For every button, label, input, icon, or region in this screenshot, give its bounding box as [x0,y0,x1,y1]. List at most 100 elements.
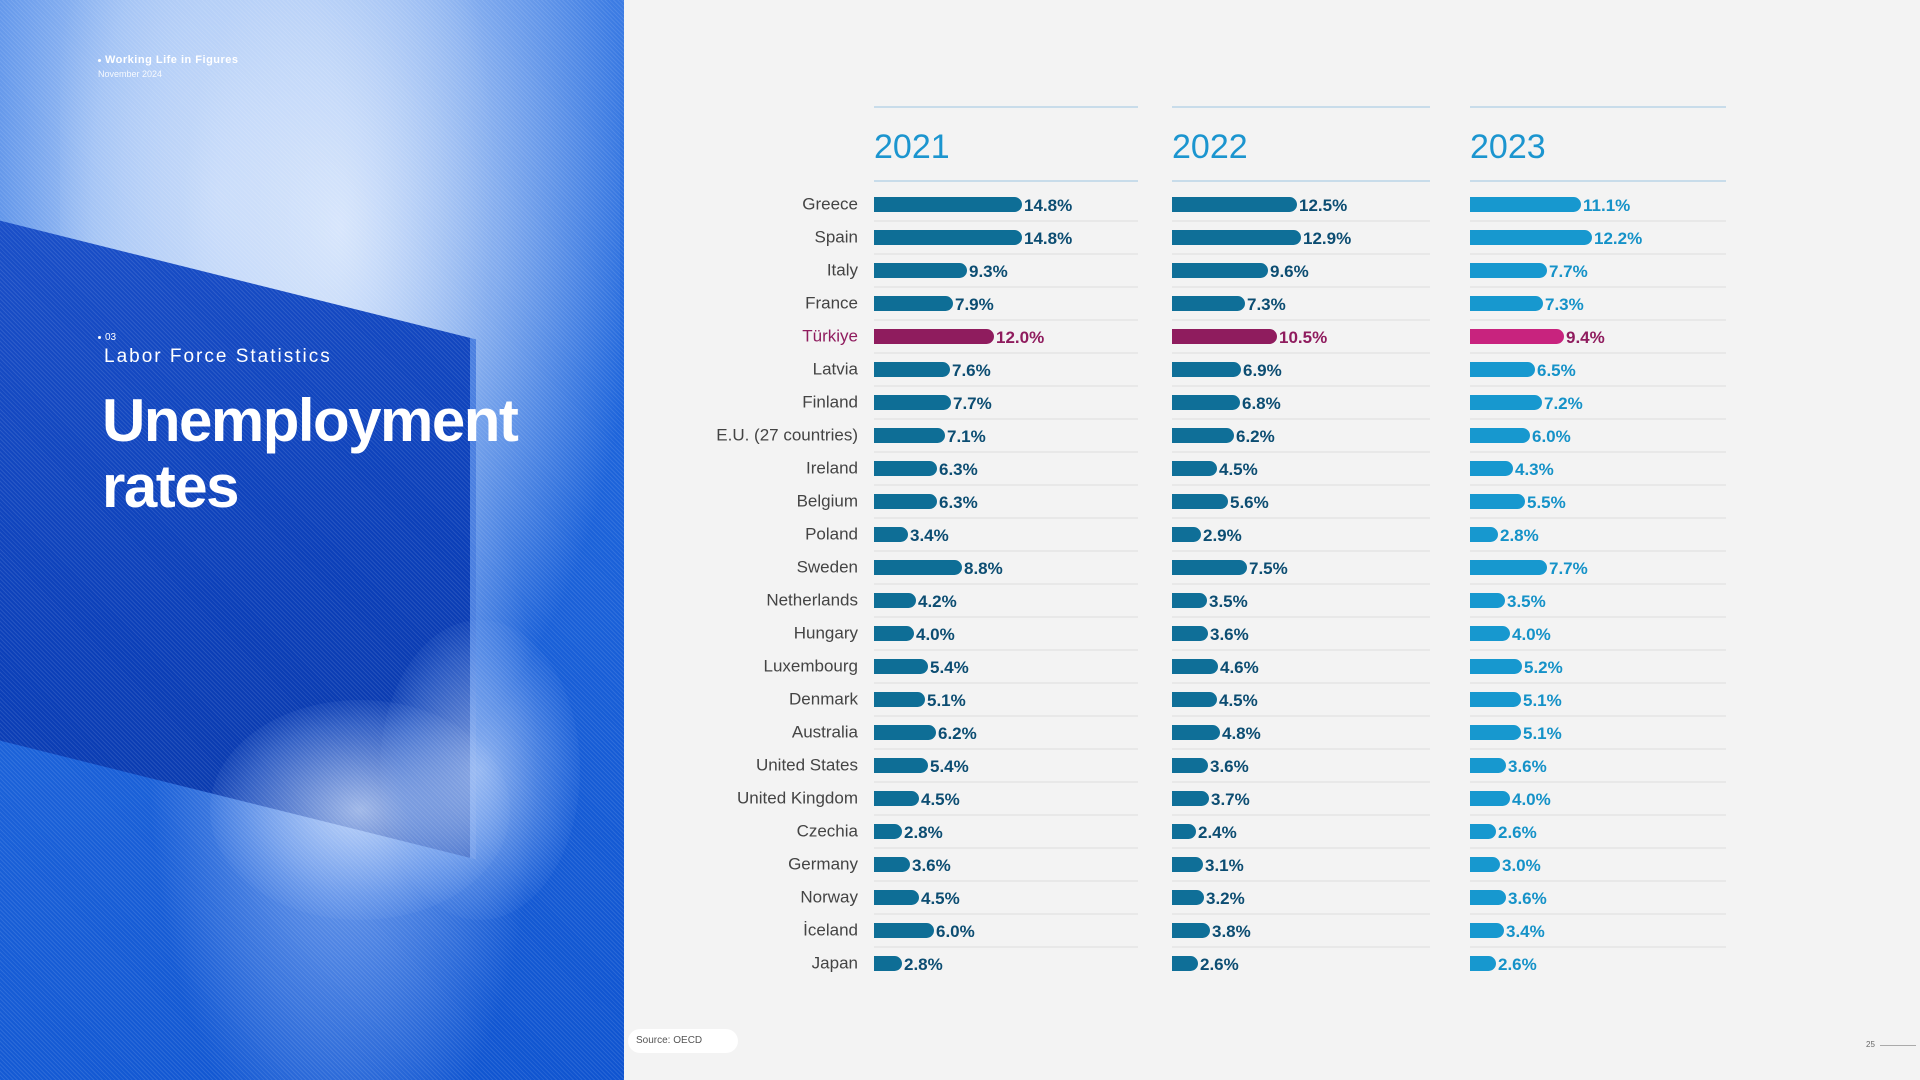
bar-2023 [1470,230,1593,245]
data-label-2023: 3.4% [1506,922,1545,941]
data-label-2023: 4.0% [1512,790,1551,809]
bar-2021 [874,824,902,839]
country-label: France [805,294,858,313]
data-label-2022: 3.7% [1211,790,1250,809]
bar-2021 [874,593,916,608]
data-label-2022: 4.6% [1220,658,1259,677]
data-label-2023: 7.3% [1545,295,1584,314]
bar-2021 [874,461,937,476]
country-label: United Kingdom [737,789,858,808]
bar-2021 [874,923,934,938]
bar-2023 [1470,659,1522,674]
country-label: Sweden [797,558,858,577]
data-label-2021: 12.0% [996,328,1044,347]
bar-2022 [1172,197,1297,212]
bar-2022 [1172,230,1301,245]
source-note: Source: OECD [628,1029,738,1053]
data-label-2021: 4.0% [916,625,955,644]
report-date: November 2024 [98,69,163,79]
bar-2022 [1172,659,1218,674]
bar-2023 [1470,626,1510,641]
bar-2023 [1470,527,1498,542]
country-label: Norway [800,888,858,907]
bar-2022 [1172,857,1203,872]
bar-2022 [1172,395,1240,410]
data-label-2021: 4.2% [918,592,957,611]
bar-2021 [874,692,925,707]
bar-2021 [874,296,953,311]
country-label: Italy [827,261,859,280]
bar-2022 [1172,362,1241,377]
bar-2021 [874,956,902,971]
bar-2021 [874,197,1022,212]
data-label-2023: 4.0% [1512,625,1551,644]
data-label-2021: 5.4% [930,757,969,776]
year-heading-2022: 2022 [1172,128,1248,166]
data-label-2022: 3.8% [1212,922,1251,941]
page-number: 25 [1866,1040,1875,1049]
bar-2022 [1172,593,1207,608]
data-label-2023: 2.6% [1498,823,1537,842]
data-label-2021: 6.3% [939,460,978,479]
country-label: E.U. (27 countries) [716,426,858,445]
data-label-2023: 2.6% [1498,955,1537,974]
bar-2021 [874,395,951,410]
data-label-2022: 4.5% [1219,691,1258,710]
bar-2022 [1172,791,1209,806]
country-label: Ireland [806,459,858,478]
bar-2023 [1470,824,1496,839]
year-heading-2023: 2023 [1470,128,1546,166]
bar-2022 [1172,461,1217,476]
year-heading-2021: 2021 [874,128,950,166]
bar-2021 [874,362,950,377]
data-label-2023: 11.1% [1583,196,1630,215]
cover-photo-panel [0,0,624,1080]
bar-2022 [1172,428,1234,443]
country-label: Poland [805,525,858,544]
country-label: Denmark [789,690,858,709]
data-label-2021: 2.8% [904,955,943,974]
bar-2021 [874,560,962,575]
bar-2021 [874,494,937,509]
page-number-rule [1880,1045,1916,1046]
data-label-2022: 6.8% [1242,394,1281,413]
bar-2021 [874,329,994,344]
bar-2022 [1172,560,1247,575]
data-label-2021: 4.5% [921,790,960,809]
bar-2021 [874,857,910,872]
data-label-2021: 9.3% [969,262,1008,281]
section-number: 03 [98,332,116,343]
data-label-2021: 7.7% [953,394,992,413]
bar-2023 [1470,857,1500,872]
data-label-2023: 6.0% [1532,427,1571,446]
data-label-2021: 4.5% [921,889,960,908]
data-label-2023: 9.4% [1566,328,1605,347]
data-label-2022: 7.3% [1247,295,1286,314]
bar-2021 [874,263,967,278]
data-label-2022: 3.6% [1210,625,1249,644]
data-label-2022: 12.5% [1299,196,1347,215]
data-label-2021: 7.9% [955,295,994,314]
data-label-2023: 3.6% [1508,757,1547,776]
bullet-icon [98,58,101,62]
bar-2023 [1470,461,1513,476]
country-label: Luxembourg [763,657,858,676]
data-label-2023: 3.6% [1508,889,1547,908]
photo-hand-right [380,620,580,920]
bar-2021 [874,890,919,905]
data-label-2023: 3.5% [1507,592,1546,611]
photo-halftone-overlay [0,0,624,1080]
bar-2021 [874,626,914,641]
data-label-2021: 6.0% [936,922,975,941]
data-label-2023: 3.0% [1502,856,1541,875]
data-label-2022: 4.5% [1219,460,1258,479]
bar-2021 [874,725,936,740]
data-label-2022: 7.5% [1249,559,1288,578]
bar-2023 [1470,296,1543,311]
page-title: Unemployment rates [102,387,519,520]
data-label-2023: 6.5% [1537,361,1576,380]
country-label: Latvia [813,360,859,379]
report-header: Working Life in Figures November 2024 [98,54,239,79]
bar-2022 [1172,758,1208,773]
bar-2023 [1470,791,1510,806]
